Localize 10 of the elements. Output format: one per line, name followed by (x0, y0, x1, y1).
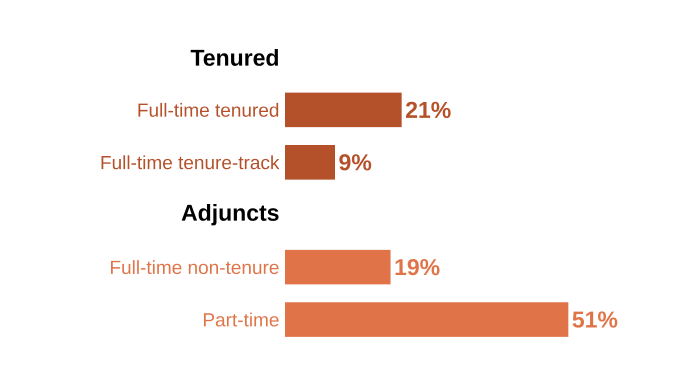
data-label: 9% (339, 154, 372, 170)
data-label: 21% (406, 102, 451, 118)
y-tick-label: Full-time non-tenure (111, 260, 279, 274)
data-label: 19% (396, 258, 440, 276)
y-tick-label: Full-time tenured (138, 102, 278, 117)
text: Adjuncts (182, 204, 279, 226)
y-tick-label: Part-time (204, 312, 279, 327)
y-tick-label: Full-time tenure-track (102, 155, 280, 170)
data-label: 51% (572, 311, 618, 328)
text: Tenured (190, 49, 278, 66)
